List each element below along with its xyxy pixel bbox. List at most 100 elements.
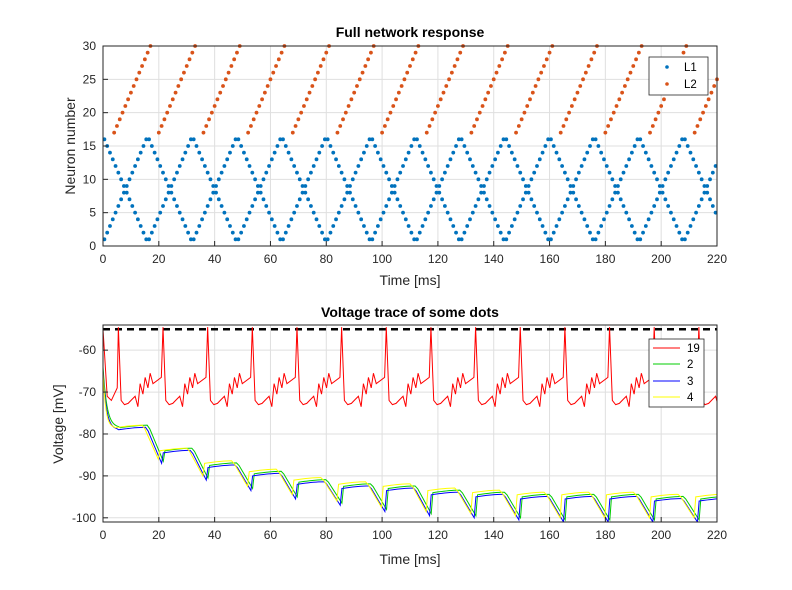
spike-point bbox=[222, 210, 227, 215]
spike-point bbox=[588, 144, 592, 148]
spike-point bbox=[415, 137, 419, 142]
spike-point bbox=[310, 84, 315, 88]
spike-point bbox=[205, 170, 210, 175]
spike-point bbox=[625, 77, 630, 82]
spike-point bbox=[543, 144, 548, 148]
spike-point bbox=[493, 217, 498, 222]
spike-point bbox=[643, 224, 648, 228]
spike-point bbox=[705, 184, 710, 188]
spike-point bbox=[172, 197, 177, 202]
spike-point bbox=[378, 217, 383, 222]
spike-point bbox=[581, 77, 585, 82]
spike-point bbox=[317, 150, 322, 155]
spike-point bbox=[424, 130, 429, 135]
spike-point bbox=[666, 204, 671, 208]
spike-point bbox=[490, 210, 495, 215]
spike-point bbox=[536, 77, 541, 82]
spike-point bbox=[496, 150, 500, 155]
spike-point bbox=[565, 177, 570, 182]
spike-point bbox=[384, 204, 389, 208]
spike-point bbox=[142, 57, 147, 62]
spike-point bbox=[303, 190, 308, 195]
spike-point bbox=[551, 230, 556, 235]
spike-point bbox=[618, 177, 623, 182]
spike-point bbox=[149, 144, 154, 148]
spike-point bbox=[406, 150, 411, 155]
spike-point bbox=[501, 237, 506, 242]
spike-point bbox=[244, 157, 249, 162]
spike-point bbox=[578, 84, 583, 88]
spike-point bbox=[462, 144, 467, 148]
spike-point bbox=[433, 110, 438, 115]
spike-point bbox=[225, 157, 230, 162]
spike-point bbox=[179, 77, 184, 82]
spike-point bbox=[549, 237, 553, 242]
spike-point bbox=[247, 210, 252, 215]
spike-point bbox=[699, 177, 704, 182]
spike-point bbox=[262, 90, 267, 95]
voltage-xtick-label: 20 bbox=[152, 528, 166, 542]
spike-point bbox=[490, 164, 495, 168]
spike-point bbox=[108, 224, 112, 228]
spike-point bbox=[592, 50, 597, 55]
spike-point bbox=[180, 157, 185, 162]
spike-point bbox=[628, 70, 633, 75]
spike-point bbox=[613, 190, 618, 195]
spike-point bbox=[256, 184, 260, 188]
raster-xtick-label: 0 bbox=[100, 252, 107, 266]
spike-point bbox=[472, 124, 477, 128]
spike-point bbox=[300, 190, 305, 195]
spike-point bbox=[297, 197, 302, 202]
spike-point bbox=[447, 77, 451, 82]
raster-xtick-label: 220 bbox=[707, 252, 727, 266]
spike-point bbox=[272, 224, 277, 228]
spike-point bbox=[512, 217, 517, 222]
spike-point bbox=[137, 70, 142, 75]
spike-point bbox=[708, 197, 712, 202]
spike-point bbox=[115, 124, 119, 128]
voltage-ytick-label: -90 bbox=[79, 469, 97, 483]
spike-point bbox=[376, 150, 380, 155]
spike-point bbox=[557, 217, 562, 222]
spike-point bbox=[165, 110, 170, 115]
spike-point bbox=[571, 190, 576, 195]
raster-plot-legend: L1 L2 bbox=[648, 56, 709, 96]
spike-point bbox=[514, 130, 518, 135]
spike-point bbox=[609, 117, 613, 122]
spike-point bbox=[546, 137, 551, 142]
spike-point bbox=[117, 117, 122, 122]
spike-point bbox=[119, 197, 124, 202]
spike-point bbox=[649, 210, 654, 215]
spike-point bbox=[434, 190, 439, 195]
spike-point bbox=[674, 150, 679, 155]
spike-point bbox=[221, 84, 225, 88]
legend-label-3: 3 bbox=[687, 376, 693, 388]
spike-point bbox=[462, 230, 467, 235]
spike-point bbox=[219, 170, 224, 175]
spike-point bbox=[161, 170, 165, 175]
spike-point bbox=[289, 157, 294, 162]
spike-point bbox=[158, 210, 163, 215]
spike-point bbox=[621, 204, 626, 208]
voltage-ytick-label: -60 bbox=[79, 343, 97, 357]
spike-point bbox=[274, 64, 278, 68]
spike-point bbox=[158, 164, 163, 168]
voltage-xtick-label: 40 bbox=[208, 528, 222, 542]
spike-point bbox=[610, 177, 615, 182]
spike-point bbox=[352, 90, 357, 95]
spike-point bbox=[110, 157, 115, 162]
spike-point bbox=[666, 170, 671, 175]
spike-point bbox=[420, 224, 425, 228]
spike-point bbox=[677, 144, 682, 148]
spike-point bbox=[655, 197, 659, 202]
spike-point bbox=[328, 144, 333, 148]
raster-legend-box bbox=[648, 56, 709, 96]
spike-point bbox=[470, 210, 475, 215]
spike-point bbox=[108, 150, 112, 155]
spike-point bbox=[604, 164, 609, 168]
spike-point bbox=[205, 204, 210, 208]
spike-point bbox=[268, 77, 273, 82]
spike-point bbox=[391, 104, 396, 108]
spike-point bbox=[279, 50, 284, 55]
